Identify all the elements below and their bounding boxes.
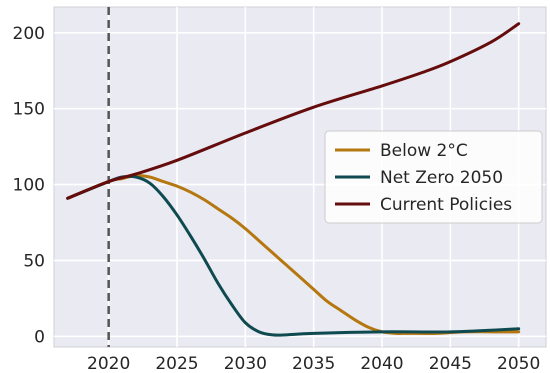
y-tick-label: 150 [13,100,45,120]
y-tick-label: 50 [23,251,45,271]
x-tick-label: 2045 [429,354,472,373]
y-tick-label: 100 [13,176,45,196]
x-tick-label: 2020 [87,354,130,373]
series-line-net-zero-2050 [66,174,521,337]
x-tick-label: 2030 [224,354,267,373]
legend-label-current-policies: Current Policies [380,195,512,215]
y-tick-label: 200 [13,24,45,44]
series-lines [66,22,521,337]
x-tick-label: 2040 [360,354,403,373]
y-axis-ticks: 0 50 100 150 200 [13,24,45,348]
series-line-current-policies [66,22,521,200]
x-tick-label: 2025 [155,354,198,373]
y-tick-label: 0 [34,327,45,347]
series-line-below-2-c [66,173,521,335]
legend: Below 2°C Net Zero 2050 Current Policies [324,130,543,224]
x-tick-label: 2035 [292,354,335,373]
legend-label-net-zero-2050: Net Zero 2050 [380,168,503,188]
x-tick-label: 2050 [497,354,540,373]
x-axis-ticks: 2020 2025 2030 2035 2040 2045 2050 [87,354,540,373]
legend-box [324,130,543,224]
legend-label-below-2c: Below 2°C [380,141,468,161]
